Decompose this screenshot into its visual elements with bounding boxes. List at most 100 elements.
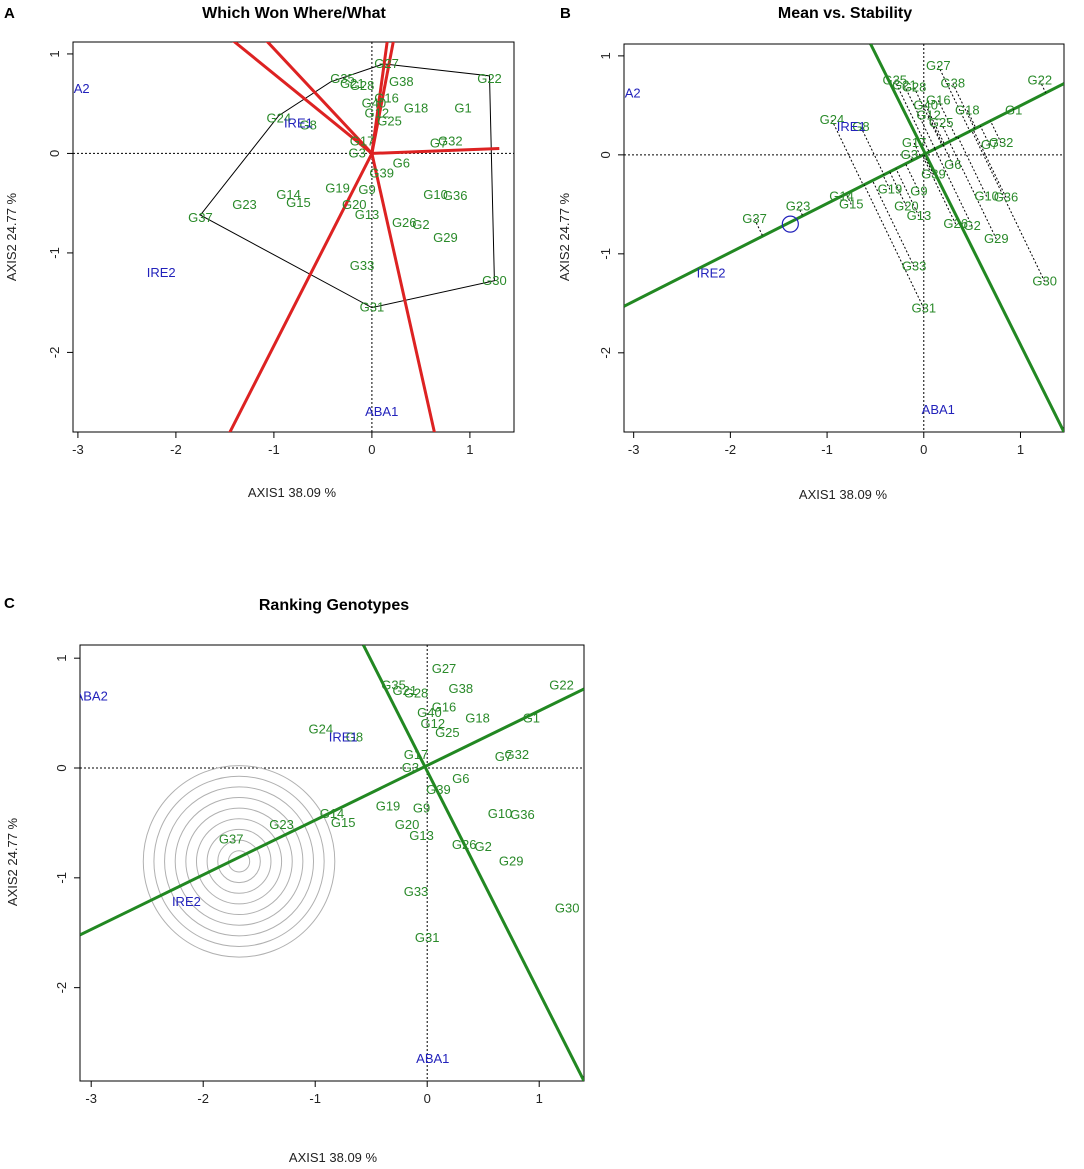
genotype-label: G26 [392, 215, 417, 230]
projection-line [913, 142, 921, 157]
chart-title: Which Won Where/What [202, 5, 386, 22]
genotype-label: G31 [415, 930, 440, 945]
genotype-label: G7 [981, 137, 998, 152]
genotype-label: G6 [393, 155, 410, 170]
panel-letter: A [4, 5, 15, 22]
x-tick-label: -3 [85, 1091, 97, 1106]
genotype-label: G29 [433, 230, 458, 245]
genotype-label: G1 [454, 101, 471, 116]
y-axis-label: AXIS2 24.77 % [5, 817, 20, 906]
panel-b: B Mean vs. Stability AXIS1 38.09 % AXIS2… [557, 5, 1065, 502]
x-tick-label: 1 [536, 1091, 543, 1106]
environment-label: ABA1 [922, 402, 955, 417]
genotype-label: G19 [878, 182, 903, 197]
y-tick-label: 1 [54, 655, 69, 662]
y-tick-label: -1 [47, 247, 62, 259]
chart-title: Ranking Genotypes [259, 597, 409, 614]
environment-label: IRE1 [329, 729, 358, 744]
projection-line [894, 80, 930, 153]
genotype-label: G35 [882, 73, 907, 88]
genotype-label: G27 [432, 661, 457, 676]
y-tick-label: 1 [598, 52, 613, 59]
genotype-label: G26 [943, 216, 968, 231]
average-environment-marker [781, 215, 799, 233]
projection-line [928, 115, 944, 146]
genotype-label: G39 [369, 165, 394, 180]
genotype-label: G31 [360, 300, 385, 315]
sector-ray [370, 42, 389, 154]
x-tick-label: -1 [821, 442, 833, 457]
projection-line [989, 120, 1002, 144]
genotype-label: G39 [921, 167, 946, 182]
projection-line [754, 218, 764, 237]
projection-line [937, 65, 971, 132]
genotype-label: G16 [374, 91, 399, 106]
genotype-label: G13 [907, 208, 932, 223]
genotype-label: G22 [549, 678, 574, 693]
genotype-label: G10 [974, 188, 999, 203]
genotype-label: G30 [482, 273, 507, 288]
ideal-ring [206, 828, 272, 894]
genotype-label: G27 [926, 58, 951, 73]
genotype-label: G16 [926, 92, 951, 107]
genotype-label: G28 [902, 80, 927, 95]
genotype-label: G22 [1028, 73, 1053, 88]
genotype-label: G39 [426, 782, 451, 797]
projection-line [925, 105, 945, 145]
genotype-label: G3 [349, 145, 366, 160]
aec-abscissa [624, 82, 1064, 308]
projection-line [845, 193, 852, 205]
y-axis-label: AXIS2 24.77 % [557, 192, 572, 281]
genotype-label: G14 [829, 188, 854, 203]
y-tick-label: 0 [47, 150, 62, 157]
genotype-label: G38 [449, 681, 474, 696]
x-tick-label: 0 [424, 1091, 431, 1106]
genotype-label: G37 [188, 210, 213, 225]
x-tick-label: -2 [170, 442, 182, 457]
genotype-label: G2 [963, 218, 980, 233]
genotype-label: G8 [346, 729, 363, 744]
x-axis-label: AXIS1 38.09 % [799, 487, 888, 502]
genotype-label: G17 [404, 747, 429, 762]
projection-line [860, 126, 885, 175]
genotype-label: G28 [350, 78, 375, 93]
genotype-label: G23 [786, 198, 811, 213]
genotype-label: G28 [404, 685, 429, 700]
projection-line [863, 184, 925, 309]
genotype-label: G31 [911, 300, 936, 315]
genotype-label: G36 [443, 188, 468, 203]
genotype-label: G37 [219, 831, 244, 846]
ideal-ring [164, 786, 315, 937]
y-tick-label: 0 [54, 764, 69, 771]
projection-line [952, 83, 976, 130]
genotype-label: G12 [421, 716, 446, 731]
x-tick-label: -3 [628, 442, 640, 457]
genotype-label: G35 [381, 678, 406, 693]
x-axis-label: AXIS1 38.09 % [248, 485, 337, 500]
environment-label: ABA2 [75, 689, 108, 704]
genotype-label: G33 [350, 258, 375, 273]
projection-line [905, 163, 920, 192]
genotype-label: G32 [505, 747, 530, 762]
genotype-label: G38 [941, 76, 966, 91]
projection-line [797, 206, 804, 217]
ideal-ring [153, 775, 325, 947]
projection-line [908, 154, 913, 161]
genotype-label: G15 [286, 195, 311, 210]
genotype-label: G12 [916, 107, 941, 122]
sector-ray [370, 42, 395, 154]
environment-label: ABA2 [56, 81, 89, 96]
projection-line [921, 155, 957, 225]
genotype-label: G14 [276, 187, 301, 202]
genotype-label: G15 [839, 196, 864, 211]
plot-frame [623, 43, 1065, 433]
genotype-label: G18 [955, 102, 980, 117]
genotype-label: G18 [465, 711, 490, 726]
genotype-label: G23 [232, 197, 257, 212]
convex-hull [199, 63, 495, 309]
genotype-label: G14 [320, 806, 345, 821]
genotype-label: G6 [452, 771, 469, 786]
genotype-label: G12 [365, 106, 390, 121]
environment-label: IRE1 [837, 119, 866, 134]
